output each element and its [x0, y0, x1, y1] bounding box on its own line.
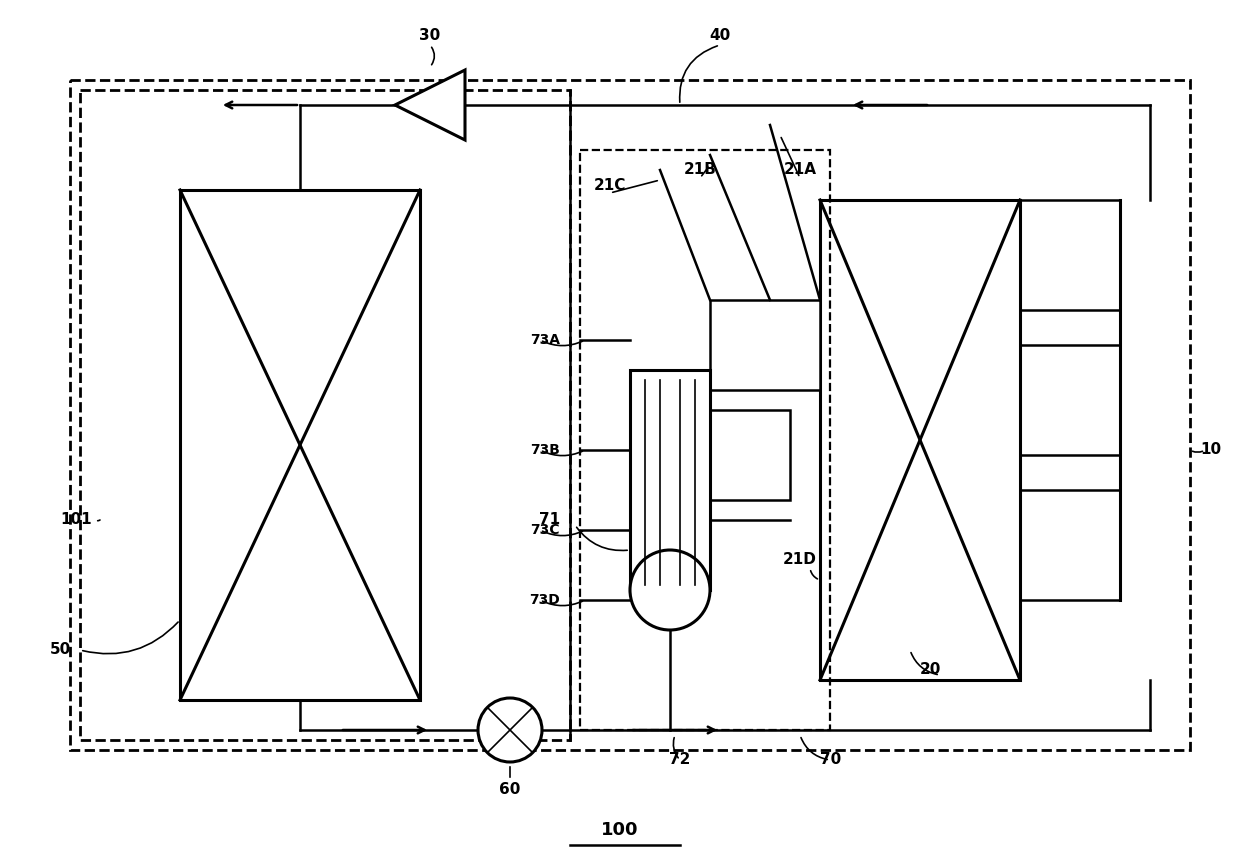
Bar: [1021, 200, 1120, 310]
Text: 21C: 21C: [594, 177, 626, 193]
Bar: [711, 300, 820, 390]
Text: 73C: 73C: [531, 523, 560, 537]
Bar: [630, 370, 711, 590]
Bar: [1021, 345, 1120, 455]
Text: 101: 101: [60, 512, 92, 528]
Circle shape: [477, 698, 542, 762]
Text: 20: 20: [920, 662, 941, 678]
Text: 21A: 21A: [784, 162, 816, 177]
Text: 71: 71: [539, 512, 560, 528]
Text: 50: 50: [50, 642, 71, 657]
Text: 60: 60: [500, 782, 521, 798]
Bar: [81, 90, 570, 740]
Text: 21B: 21B: [683, 162, 717, 177]
Text: 70: 70: [820, 753, 841, 767]
Bar: [580, 150, 830, 730]
Bar: [711, 410, 790, 500]
Text: 72: 72: [670, 753, 691, 767]
Text: 73A: 73A: [529, 333, 560, 347]
Text: 73D: 73D: [529, 593, 560, 607]
Text: 100: 100: [601, 821, 639, 839]
Bar: [69, 80, 1190, 750]
Bar: [820, 200, 1021, 680]
Bar: [1021, 490, 1120, 600]
Polygon shape: [396, 70, 465, 140]
Text: 21D: 21D: [784, 553, 817, 568]
Bar: [180, 190, 420, 700]
Ellipse shape: [630, 550, 711, 630]
Text: 30: 30: [419, 28, 440, 43]
Text: 40: 40: [709, 28, 730, 43]
Text: 10: 10: [1200, 443, 1221, 457]
Text: 73B: 73B: [531, 443, 560, 457]
